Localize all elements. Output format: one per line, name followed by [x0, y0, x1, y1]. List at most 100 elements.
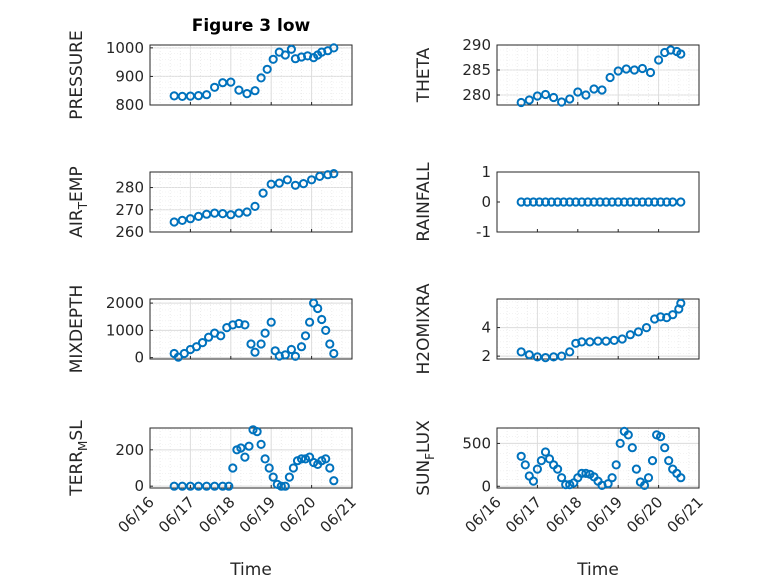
y-tick-label: 2: [481, 347, 491, 365]
figure-title: Figure 3 low: [192, 16, 311, 36]
data-point: [676, 473, 686, 483]
data-point: [528, 476, 539, 486]
data-point: [252, 427, 262, 437]
data-point: [553, 464, 563, 474]
data-point: [645, 67, 656, 78]
data-point: [581, 90, 591, 100]
y-tick-label: 0: [134, 349, 144, 367]
data-point: [540, 447, 551, 457]
data-point: [559, 197, 569, 207]
data-point: [280, 481, 290, 491]
axes-frame: [149, 44, 353, 106]
data-point: [557, 351, 567, 361]
data-point: [226, 77, 236, 87]
data-point: [637, 63, 648, 74]
data-point: [613, 197, 623, 207]
data-point: [623, 430, 633, 440]
data-point: [268, 472, 278, 482]
data-point: [532, 464, 543, 474]
data-point: [631, 197, 642, 207]
y-axis-label: TERRMSL: [67, 420, 90, 497]
data-point: [540, 89, 551, 100]
x-tick-label: 06/20: [623, 493, 666, 536]
data-point: [266, 179, 276, 189]
data-point: [597, 85, 607, 95]
data-point: [589, 197, 599, 207]
axes-frame: [149, 171, 353, 233]
data-point: [321, 325, 331, 335]
y-tick-label: 200: [115, 441, 144, 459]
y-tick-label: 500: [462, 434, 491, 452]
axes-frame: [496, 298, 700, 360]
data-point: [266, 317, 276, 327]
data-point: [621, 64, 631, 74]
data-point: [240, 452, 250, 462]
data-point: [321, 454, 331, 464]
y-tick-label: 0: [134, 477, 144, 495]
data-point: [218, 209, 228, 219]
data-point: [284, 472, 294, 482]
data-point: [619, 197, 629, 207]
data-point: [197, 338, 208, 348]
data-point: [234, 85, 244, 95]
data-point: [210, 82, 220, 92]
data-point: [516, 197, 526, 207]
data-point: [250, 201, 260, 211]
y-tick-label: -1: [476, 223, 491, 241]
data-point: [329, 169, 339, 179]
data-point: [325, 463, 335, 473]
data-point: [313, 303, 323, 314]
data-point: [305, 317, 315, 327]
data-point: [191, 342, 202, 352]
data-point: [565, 347, 575, 357]
data-point: [549, 92, 559, 103]
subplot-sun-flux: 0 500 SUNFLUX 06/1606/1706/1806/1906/2006/2…: [414, 420, 707, 580]
y-axis-label: AIRTEMP: [67, 166, 90, 237]
data-point: [234, 208, 244, 218]
data-point: [274, 351, 284, 361]
data-point: [615, 438, 625, 448]
x-tick-label: 06/21: [664, 493, 707, 536]
x-tick-label: 06/19: [583, 493, 626, 536]
data-point: [329, 476, 339, 486]
data-point: [544, 454, 555, 464]
data-point: [583, 197, 593, 207]
x-axis-label: Time: [576, 560, 619, 580]
data-point: [571, 197, 581, 207]
data-point: [262, 64, 272, 74]
data-point: [329, 348, 339, 359]
data-point: [637, 197, 648, 207]
data-point: [565, 94, 575, 104]
data-point: [520, 460, 530, 470]
axes-frame: [149, 298, 353, 360]
data-point: [609, 335, 619, 345]
data-point: [246, 339, 256, 349]
data-point: [268, 54, 278, 64]
axes-frame: [496, 44, 700, 106]
x-axis-label: Time: [229, 560, 272, 580]
data-point: [256, 339, 266, 349]
data-point: [553, 197, 563, 207]
data-point: [329, 43, 339, 53]
data-point: [524, 350, 534, 360]
data-point: [224, 481, 234, 491]
data-point: [256, 439, 266, 449]
y-tick-label: 800: [115, 96, 144, 114]
data-point: [177, 215, 187, 225]
data-point: [607, 197, 617, 207]
y-tick-label: 4: [481, 319, 491, 337]
data-point: [656, 197, 666, 207]
data-point: [228, 463, 238, 473]
data-point: [643, 473, 654, 483]
data-point: [625, 330, 635, 340]
data-point: [286, 44, 296, 54]
axes-frame: [496, 427, 700, 489]
y-axis-label: PRESSURE: [67, 30, 87, 119]
y-axis-label: SUNFLUX: [414, 420, 437, 496]
data-point: [629, 65, 640, 75]
data-point: [280, 350, 290, 360]
data-point: [202, 90, 212, 100]
x-tick-label: 06/18: [542, 493, 585, 536]
data-point: [286, 344, 296, 355]
y-axis-label: MIXDEPTH: [67, 285, 87, 374]
